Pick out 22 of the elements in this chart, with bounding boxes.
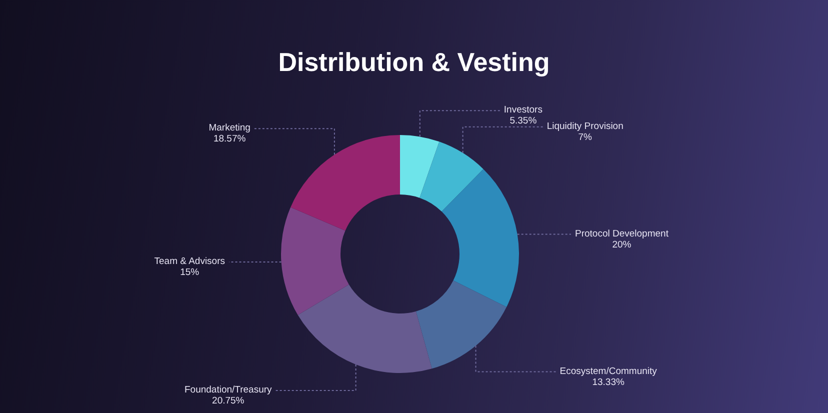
data-label: 13.33% <box>592 376 625 388</box>
slice-label: Investors <box>504 104 543 116</box>
donut-slice <box>442 169 519 308</box>
donut-slice <box>416 280 507 369</box>
data-label: 15% <box>180 266 200 278</box>
data-label: 20% <box>612 239 632 250</box>
slice-label: Protocol Development <box>575 228 669 240</box>
data-label: 18.57% <box>213 134 246 145</box>
slice-label: Team & Advisors <box>154 256 226 267</box>
donut-slice <box>420 142 484 212</box>
data-label: 20.75% <box>212 395 245 406</box>
donut-slice <box>290 135 400 231</box>
donut-slice <box>400 135 440 198</box>
slice-label: Marketing <box>208 122 250 134</box>
slice-label: Foundation/Treasury <box>184 384 272 396</box>
slice-label: Ecosystem/Community <box>560 366 658 377</box>
chart-title: Distribution & Vesting <box>278 47 550 77</box>
donut-slice <box>281 207 349 316</box>
donut-slice <box>298 284 432 373</box>
slice-label: Liquidity Provision <box>546 120 624 132</box>
data-label: 5.35% <box>510 116 538 127</box>
data-label: 7% <box>578 132 593 143</box>
